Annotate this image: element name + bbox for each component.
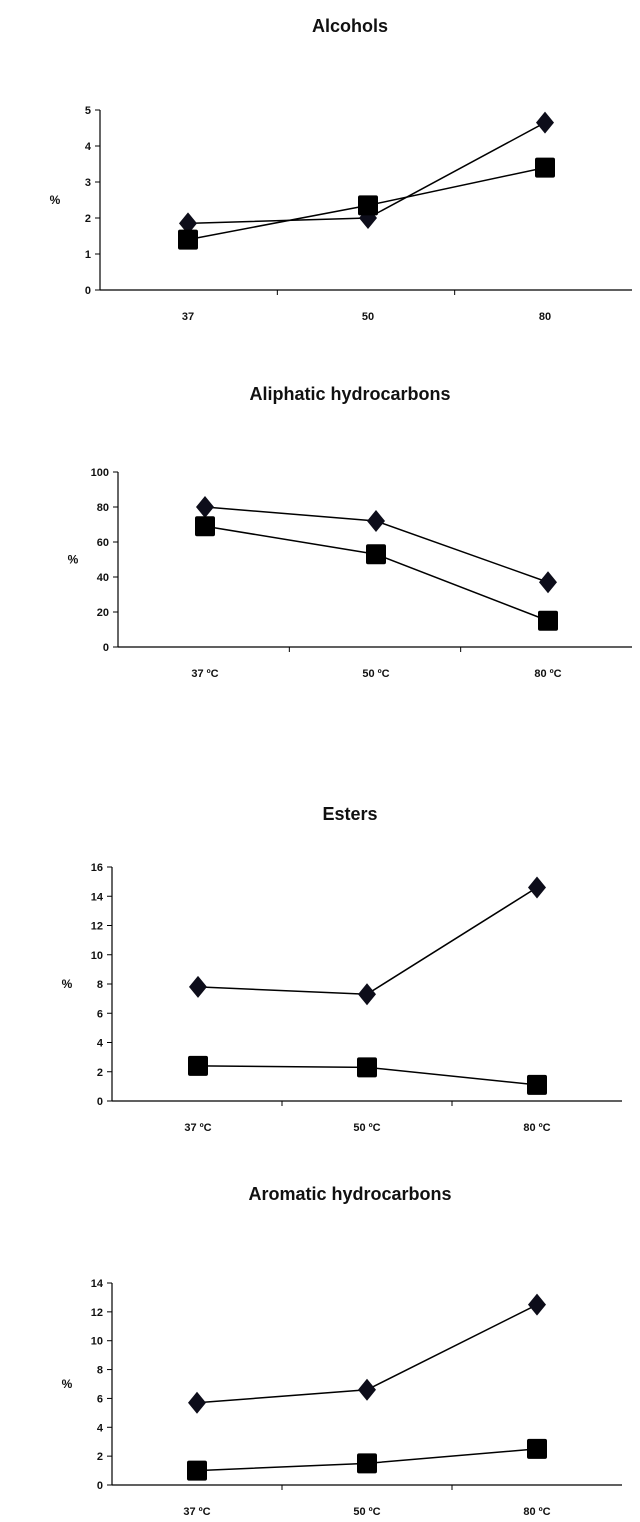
y-tick-label: 6: [97, 1393, 103, 1405]
y-tick-label: 14: [91, 1278, 104, 1290]
series-diamond-point: [179, 212, 197, 235]
x-tick-label: 37 ºC: [183, 1506, 210, 1518]
y-tick-label: 12: [91, 1307, 103, 1319]
x-tick-label: 80 ºC: [523, 1506, 550, 1518]
series-diamond-point: [367, 510, 385, 532]
series-diamond-point: [539, 571, 557, 594]
y-tick-label: 6: [97, 1008, 103, 1020]
y-axis-label: %: [62, 1377, 73, 1391]
y-tick-label: 10: [91, 950, 103, 962]
y-axis-label: %: [50, 193, 61, 207]
x-tick-label: 80: [539, 311, 551, 323]
x-tick-label: 50 ºC: [362, 668, 389, 680]
y-tick-label: 2: [85, 213, 91, 225]
y-tick-label: 16: [91, 862, 103, 874]
y-tick-label: 80: [97, 502, 109, 514]
y-tick-label: 0: [103, 642, 109, 654]
y-tick-label: 100: [91, 467, 109, 479]
series-square-line: [204, 525, 549, 622]
y-tick-label: 0: [85, 285, 91, 297]
series-square-point: [357, 1453, 377, 1474]
y-tick-label: 4: [97, 1038, 104, 1050]
series-square-point: [538, 610, 558, 631]
y-tick-label: 5: [85, 105, 91, 117]
y-tick-label: 10: [91, 1336, 103, 1348]
x-tick-label: 50: [362, 311, 374, 323]
y-tick-label: 4: [85, 141, 92, 153]
x-tick-label: 50 ºC: [353, 1506, 380, 1518]
series-square-point: [527, 1074, 547, 1095]
y-tick-label: 1: [85, 249, 91, 261]
series-diamond-point: [528, 1293, 546, 1316]
y-tick-label: 0: [97, 1480, 103, 1492]
y-tick-label: 2: [97, 1067, 103, 1079]
series-square-point: [358, 195, 378, 216]
series-diamond-point: [536, 111, 554, 134]
series-square-point: [535, 157, 555, 178]
chart-title: Alcohols: [312, 16, 388, 36]
chart-title: Aromatic hydrocarbons: [248, 1184, 451, 1204]
chart-panel-2: Aliphatic hydrocarbons 0 20 40 60 80 100 37 ºC 5…: [68, 384, 632, 680]
y-tick-label: 8: [97, 1365, 103, 1377]
x-tick-label: 37: [182, 311, 194, 323]
series-diamond-point: [189, 975, 207, 998]
x-tick-label: 37 ºC: [191, 668, 218, 680]
series-square-point: [195, 516, 215, 537]
y-tick-label: 20: [97, 607, 109, 619]
x-tick-label: 37 ºC: [184, 1122, 211, 1134]
chart-title: Esters: [322, 804, 377, 824]
series-diamond-point: [358, 1378, 376, 1401]
y-axis-label: %: [62, 977, 73, 991]
y-tick-label: 12: [91, 921, 103, 933]
series-diamond-point: [188, 1391, 206, 1414]
chart-panel-3: Esters 0 2 4 6 8 10 12 14 16 37 ºC 50 ºC 80 ºC%: [62, 804, 622, 1134]
series-square-point: [188, 1055, 208, 1076]
y-tick-label: 40: [97, 572, 109, 584]
series-square-point: [527, 1438, 547, 1459]
x-tick-label: 80 ºC: [523, 1122, 550, 1134]
series-diamond-point: [528, 876, 546, 899]
y-axis-label: %: [68, 553, 79, 567]
series-square-point: [178, 229, 198, 250]
y-tick-label: 14: [91, 891, 104, 903]
y-tick-label: 2: [97, 1451, 103, 1463]
y-tick-label: 60: [97, 537, 109, 549]
series-square-point: [366, 544, 386, 565]
y-tick-label: 0: [97, 1096, 103, 1108]
chart-title: Aliphatic hydrocarbons: [249, 384, 450, 404]
series-diamond-line: [197, 886, 538, 995]
chart-panel-4: Aromatic hydrocarbons 0 2 4 6 8 10 12 14 37 ºC 50 …: [62, 1184, 622, 1518]
y-tick-label: 8: [97, 979, 103, 991]
series-diamond-point: [196, 496, 214, 518]
x-tick-label: 80 ºC: [534, 668, 561, 680]
series-square-point: [187, 1460, 207, 1481]
series-square-point: [357, 1057, 377, 1078]
y-tick-label: 4: [97, 1422, 104, 1434]
chart-panel-1: Alcohols 0 1 2 3 4 5 37 50 80%: [50, 16, 632, 323]
series-diamond-point: [358, 983, 376, 1006]
x-tick-label: 50 ºC: [353, 1122, 380, 1134]
y-tick-label: 3: [85, 177, 91, 189]
